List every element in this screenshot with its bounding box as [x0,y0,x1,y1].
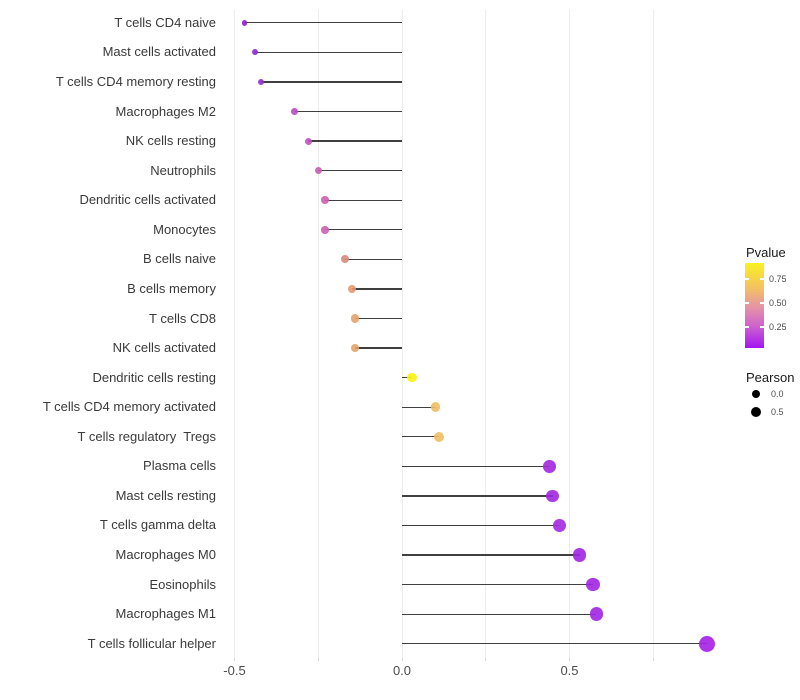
pvalue-colorbar-tick-label: 0.75 [769,274,787,284]
pearson-legend-title: Pearson [746,370,795,385]
y-axis-label: T cells CD4 memory activated [42,399,216,415]
lollipop-stem [294,110,402,113]
y-axis-label: T cells gamma delta [99,517,216,533]
plot-panel [222,10,732,658]
pvalue-colorbar-tick [760,302,764,304]
x-axis-tick-label: 0.0 [392,663,412,678]
pearson-legend-dot [751,407,761,417]
pvalue-colorbar-tick [760,278,764,280]
y-axis-label: NK cells activated [112,340,216,356]
lollipop-stem [355,347,402,349]
lollipop-stem [355,317,402,320]
y-axis-label: Dendritic cells resting [92,369,216,385]
x-axis-tick [569,658,570,661]
y-axis-label: T cells CD8 [149,310,216,326]
y-axis-label: Plasma cells [143,458,216,474]
lollipop-stem [402,465,550,468]
lollipop-stem [254,51,402,54]
lollipop-stem [402,495,553,497]
gridline [485,10,487,658]
lollipop-dot [321,226,329,234]
gridline [234,10,235,658]
gridline [401,10,403,658]
y-axis-label: T cells CD4 naive [114,14,216,30]
pvalue-legend-title: Pvalue [746,245,786,260]
lollipop-dot [407,372,417,383]
lollipop-dot [586,577,600,592]
lollipop-dot [589,607,604,621]
lollipop-dot [314,166,322,175]
gridline [569,10,570,658]
pearson-legend-dot [752,390,760,398]
y-axis-label: T cells follicular helper [87,635,216,651]
lollipop-stem [308,140,402,142]
lollipop-dot [321,196,329,204]
y-axis-label: Macrophages M2 [115,103,216,119]
lollipop-dot [553,519,566,532]
pvalue-colorbar [745,263,764,348]
pearson-legend-label: 0.5 [771,407,784,417]
lollipop-dot [546,489,559,503]
y-axis-label: Neutrophils [150,162,216,178]
x-axis-tick-label: 0.5 [560,663,579,678]
pvalue-colorbar-tick-label: 0.50 [769,298,787,308]
lollipop-dot [258,78,265,85]
lollipop-dot [433,431,444,442]
lollipop-stem [402,643,707,645]
lollipop-dot [351,314,360,323]
pvalue-colorbar-tick [760,326,764,328]
lollipop-dot [347,284,356,293]
lollipop-stem [402,583,593,586]
lollipop-stem [324,199,402,201]
x-axis-tick-label: -0.5 [223,663,246,678]
lollipop-stem [345,258,402,261]
lollipop-dot [251,49,258,56]
lollipop-stem [402,436,439,438]
lollipop-dot [341,255,350,264]
lollipop-stem [402,554,580,556]
x-axis-tick [652,658,654,661]
pvalue-colorbar-tick-label: 0.25 [769,322,787,332]
y-axis-label: B cells memory [127,280,216,296]
x-axis-tick [234,658,235,661]
lollipop-stem [244,22,402,24]
y-axis-label: T cells CD4 memory resting [55,73,216,89]
pvalue-colorbar-tick [745,326,749,328]
y-axis-label: B cells naive [143,251,216,267]
lollipop-stem [324,229,402,231]
lollipop-stem [261,81,402,83]
y-axis-label: Eosinophils [149,576,217,592]
lollipop-dot [572,548,587,562]
y-axis-label: Mast cells activated [102,44,216,60]
lollipop-dot [241,19,248,26]
lollipop-stem [318,169,402,172]
y-axis-label: Macrophages M1 [115,606,216,622]
lollipop-stem [402,376,413,379]
y-axis-label: Monocytes [153,221,216,237]
lollipop-stem [351,288,402,290]
y-axis-label: T cells regulatory Tregs [77,428,216,444]
y-axis-label: Dendritic cells activated [79,192,216,208]
lollipop-dot [698,635,715,652]
x-axis-tick [317,658,319,661]
pvalue-colorbar-tick [745,278,749,280]
gridline [652,10,654,658]
x-axis-tick [401,658,403,661]
y-axis-label: NK cells resting [125,133,216,149]
lollipop-stem [402,613,597,615]
pearson-legend-label: 0.0 [771,389,784,399]
pvalue-colorbar-tick [745,302,749,304]
lollipop-stem [402,406,436,408]
y-axis-label: Macrophages M0 [115,547,216,563]
lollipop-dot [291,108,299,115]
y-axis-label: Mast cells resting [115,487,216,503]
lollipop-dot [351,343,360,353]
gridline [317,10,319,658]
lollipop-dot [304,137,312,145]
lollipop-dot [543,460,556,473]
lollipop-stem [402,524,560,527]
x-axis-tick [485,658,487,661]
lollipop-dot [430,402,441,413]
